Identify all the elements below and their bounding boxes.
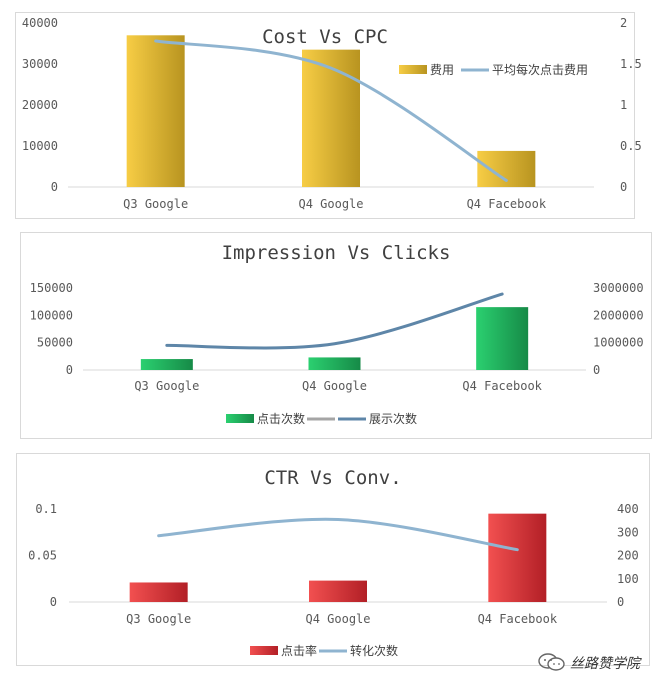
y-tick-label: 40000	[22, 16, 58, 30]
legend-label: 平均每次点击费用	[492, 62, 588, 77]
y-tick-label: 0.1	[35, 502, 57, 516]
x-tick-label: Q4 Google	[298, 197, 363, 211]
chart-svg: 0 10000 20000 30000 40000 0 0.5 1 1.5 2 Q3 Google Q…	[22, 16, 642, 211]
y-tick-label: 0	[51, 180, 58, 194]
legend-label: 转化次数	[350, 643, 398, 658]
y2-tick-label: 0	[620, 180, 627, 194]
y2-tick-label: 1	[620, 98, 627, 112]
legend-swatch-bar	[226, 414, 254, 423]
series-line	[157, 517, 519, 552]
legend-label: 点击次数	[257, 411, 305, 426]
y-tick-label: 10000	[22, 139, 58, 153]
x-tick-label: Q4 Facebook	[478, 612, 558, 626]
y-tick-label: 0	[66, 363, 73, 377]
x-tick-label: Q3 Google	[126, 612, 191, 626]
y2-tick-label: 2	[620, 16, 627, 30]
chart-svg: 0 0.05 0.1 0 100 200 300 400 Q3 Google Q4 Google Q…	[28, 467, 639, 658]
y-tick-label: 150000	[30, 281, 73, 295]
legend: 费用 平均每次点击费用	[399, 62, 588, 77]
legend-swatch-bar	[250, 646, 278, 655]
legend-swatch-bar	[399, 65, 427, 74]
y-tick-label: 100000	[30, 308, 73, 322]
wechat-icon	[538, 653, 565, 671]
x-tick-label: Q4 Google	[302, 379, 367, 393]
bar	[302, 49, 360, 188]
legend-label: 展示次数	[369, 411, 417, 426]
y-tick-label: 30000	[22, 57, 58, 71]
y2-tick-label: 400	[617, 502, 639, 516]
y-tick-label: 20000	[22, 98, 58, 112]
chart-impression-vs-clicks: 0 50000 100000 150000 0 1000000 2000000 3000000…	[20, 232, 652, 439]
x-tick-label: Q4 Google	[305, 612, 370, 626]
legend-label: 费用	[430, 63, 454, 77]
bar	[126, 35, 185, 187]
y2-tick-label: 0	[593, 363, 600, 377]
y2-tick-label: 300	[617, 525, 639, 539]
chart-ctr-vs-conv: 0 0.05 0.1 0 100 200 300 400 Q3 Google Q4 Google Q…	[16, 453, 650, 666]
chart-svg: 0 50000 100000 150000 0 1000000 2000000 3000000…	[30, 242, 644, 426]
y2-tick-label: 1.5	[620, 57, 642, 71]
y2-tick-label: 2000000	[593, 308, 644, 322]
y2-tick-label: 1000000	[593, 336, 644, 350]
bar	[488, 513, 547, 602]
y-tick-label: 0	[50, 595, 57, 609]
chart-title: Cost Vs CPC	[262, 26, 388, 48]
series-line	[154, 39, 508, 182]
x-tick-label: Q4 Facebook	[462, 379, 542, 393]
series-line	[165, 292, 504, 350]
watermark: 丝路赞学院	[538, 650, 663, 676]
bar	[140, 359, 193, 370]
x-tick-label: Q4 Facebook	[467, 197, 547, 211]
legend-label: 点击率	[281, 643, 317, 658]
bar	[308, 357, 361, 370]
y2-tick-label: 0	[617, 595, 624, 609]
x-tick-label: Q3 Google	[134, 379, 199, 393]
legend: 点击率 转化次数	[250, 643, 398, 658]
watermark-text: 丝路赞学院	[570, 656, 640, 672]
y2-tick-label: 100	[617, 572, 639, 586]
y-tick-label: 0.05	[28, 549, 57, 563]
bar	[309, 580, 367, 602]
y2-tick-label: 3000000	[593, 281, 644, 295]
legend: 点击次数 展示次数	[226, 411, 417, 426]
chart-cost-vs-cpc: 0 10000 20000 30000 40000 0 0.5 1 1.5 2 Q3 Google Q…	[15, 12, 642, 219]
chart-title: CTR Vs Conv.	[264, 467, 401, 489]
y2-tick-label: 0.5	[620, 139, 642, 153]
bar	[129, 582, 188, 602]
y-tick-label: 50000	[37, 336, 73, 350]
x-tick-label: Q3 Google	[123, 197, 188, 211]
y2-tick-label: 200	[617, 549, 639, 563]
chart-title: Impression Vs Clicks	[222, 242, 451, 264]
bar	[476, 307, 529, 370]
